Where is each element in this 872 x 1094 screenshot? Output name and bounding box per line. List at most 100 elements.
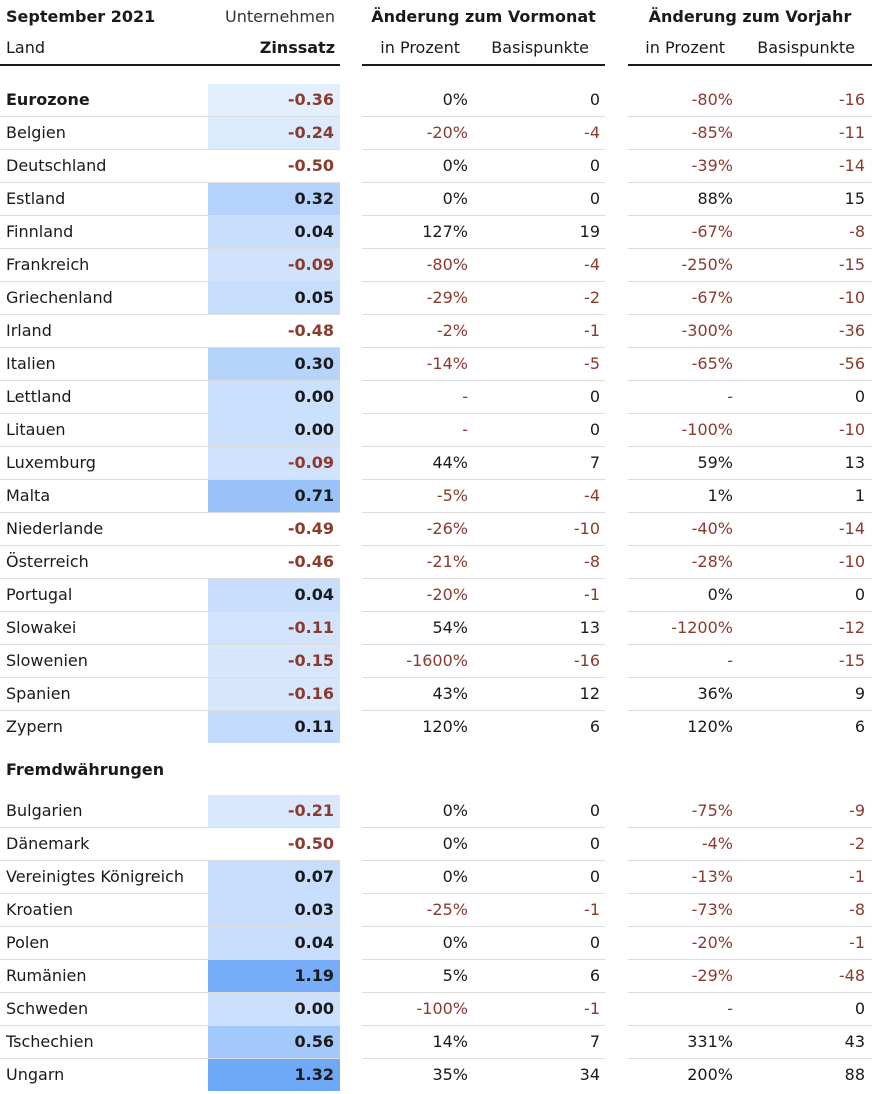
vj-basis-points: -8	[849, 222, 865, 241]
vm-percent: 120%	[422, 717, 468, 736]
vj-basis-points: -14	[838, 156, 865, 175]
row-divider	[362, 710, 605, 711]
row-divider	[0, 992, 340, 993]
vm-basis-points: -4	[584, 486, 600, 505]
row-divider	[0, 893, 340, 894]
vm-basis-points: 19	[579, 222, 600, 241]
interest-rate-value: 0.00	[208, 414, 340, 446]
vj-basis-points: -14	[838, 519, 865, 538]
row-divider	[628, 545, 872, 546]
row-divider	[0, 1025, 340, 1026]
vm-percent: -20%	[426, 585, 468, 604]
row-divider	[362, 248, 605, 249]
row-divider	[628, 116, 872, 117]
row-divider	[628, 959, 872, 960]
row-divider	[362, 677, 605, 678]
vm-percent: -26%	[426, 519, 468, 538]
vm-percent: -21%	[426, 552, 468, 571]
vm-basis-points: -1	[584, 585, 600, 604]
row-divider	[362, 347, 605, 348]
row-divider	[0, 1058, 340, 1059]
row-divider	[628, 248, 872, 249]
vj-basis-points: 0	[854, 999, 865, 1018]
vm-percent: -100%	[416, 999, 468, 1018]
vj-basis-points: -8	[849, 900, 865, 919]
row-divider	[0, 926, 340, 927]
vj-percent: -300%	[681, 321, 733, 340]
row-divider	[362, 380, 605, 381]
vj-basis-points: -9	[849, 801, 865, 820]
country-name: Dänemark	[6, 834, 90, 853]
row-divider	[0, 545, 340, 546]
country-name: Slowakei	[6, 618, 77, 637]
vm-basis-points: 6	[589, 966, 600, 985]
row-divider	[628, 827, 872, 828]
header-unternehmen: Unternehmen	[225, 7, 335, 26]
vm-basis-points: 0	[589, 834, 600, 853]
vm-percent: 127%	[422, 222, 468, 241]
header-group-vorjahr: Änderung zum Vorjahr	[648, 7, 852, 26]
vm-percent: -	[462, 387, 468, 406]
interest-rate-value: -0.09	[208, 249, 340, 281]
vj-percent: -85%	[691, 123, 733, 142]
row-divider	[362, 314, 605, 315]
row-divider	[362, 479, 605, 480]
header-rule-left	[0, 64, 340, 66]
row-divider	[628, 710, 872, 711]
vm-basis-points: 7	[589, 453, 600, 472]
row-divider	[0, 215, 340, 216]
vj-percent: -250%	[681, 255, 733, 274]
interest-rate-value: 0.00	[208, 993, 340, 1025]
country-name: Polen	[6, 933, 50, 952]
row-divider	[0, 479, 340, 480]
row-divider	[362, 545, 605, 546]
country-name: Tschechien	[6, 1032, 94, 1051]
vj-percent: 331%	[687, 1032, 733, 1051]
vj-basis-points: -1	[849, 867, 865, 886]
vj-percent: 59%	[697, 453, 733, 472]
country-name: Malta	[6, 486, 51, 505]
row-divider	[362, 644, 605, 645]
row-divider	[628, 413, 872, 414]
interest-rate-value: 1.19	[208, 960, 340, 992]
interest-rate-value: 0.30	[208, 348, 340, 380]
country-name: Rumänien	[6, 966, 87, 985]
interest-rate-value: -0.11	[208, 612, 340, 644]
vj-basis-points: 15	[844, 189, 865, 208]
row-divider	[0, 860, 340, 861]
row-divider	[0, 677, 340, 678]
vj-percent: -67%	[691, 288, 733, 307]
vm-basis-points: 12	[579, 684, 600, 703]
vj-basis-points: -15	[838, 651, 865, 670]
vm-basis-points: 34	[579, 1065, 600, 1084]
row-divider	[628, 677, 872, 678]
header-vm-in-prozent: in Prozent	[380, 38, 460, 57]
vj-percent: -73%	[691, 900, 733, 919]
row-divider	[0, 248, 340, 249]
row-divider	[628, 479, 872, 480]
vj-basis-points: -11	[838, 123, 865, 142]
vm-percent: -80%	[426, 255, 468, 274]
country-name: Estland	[6, 189, 66, 208]
country-name: Belgien	[6, 123, 66, 142]
country-name: Niederlande	[6, 519, 104, 538]
vm-basis-points: 0	[589, 156, 600, 175]
vm-percent: 0%	[442, 156, 468, 175]
vj-percent: -80%	[691, 90, 733, 109]
row-divider	[0, 413, 340, 414]
vm-percent: 44%	[432, 453, 468, 472]
vj-percent: -29%	[691, 966, 733, 985]
vm-basis-points: -8	[584, 552, 600, 571]
vm-percent: 35%	[432, 1065, 468, 1084]
vj-basis-points: 43	[844, 1032, 865, 1051]
vj-basis-points: -16	[838, 90, 865, 109]
vm-percent: 54%	[432, 618, 468, 637]
vj-basis-points: -15	[838, 255, 865, 274]
vm-percent: 0%	[442, 834, 468, 853]
vj-percent: -40%	[691, 519, 733, 538]
country-name: Eurozone	[6, 90, 90, 109]
country-name: Litauen	[6, 420, 66, 439]
vm-percent: -2%	[436, 321, 468, 340]
header-vj-in-prozent: in Prozent	[645, 38, 725, 57]
vj-basis-points: -56	[838, 354, 865, 373]
